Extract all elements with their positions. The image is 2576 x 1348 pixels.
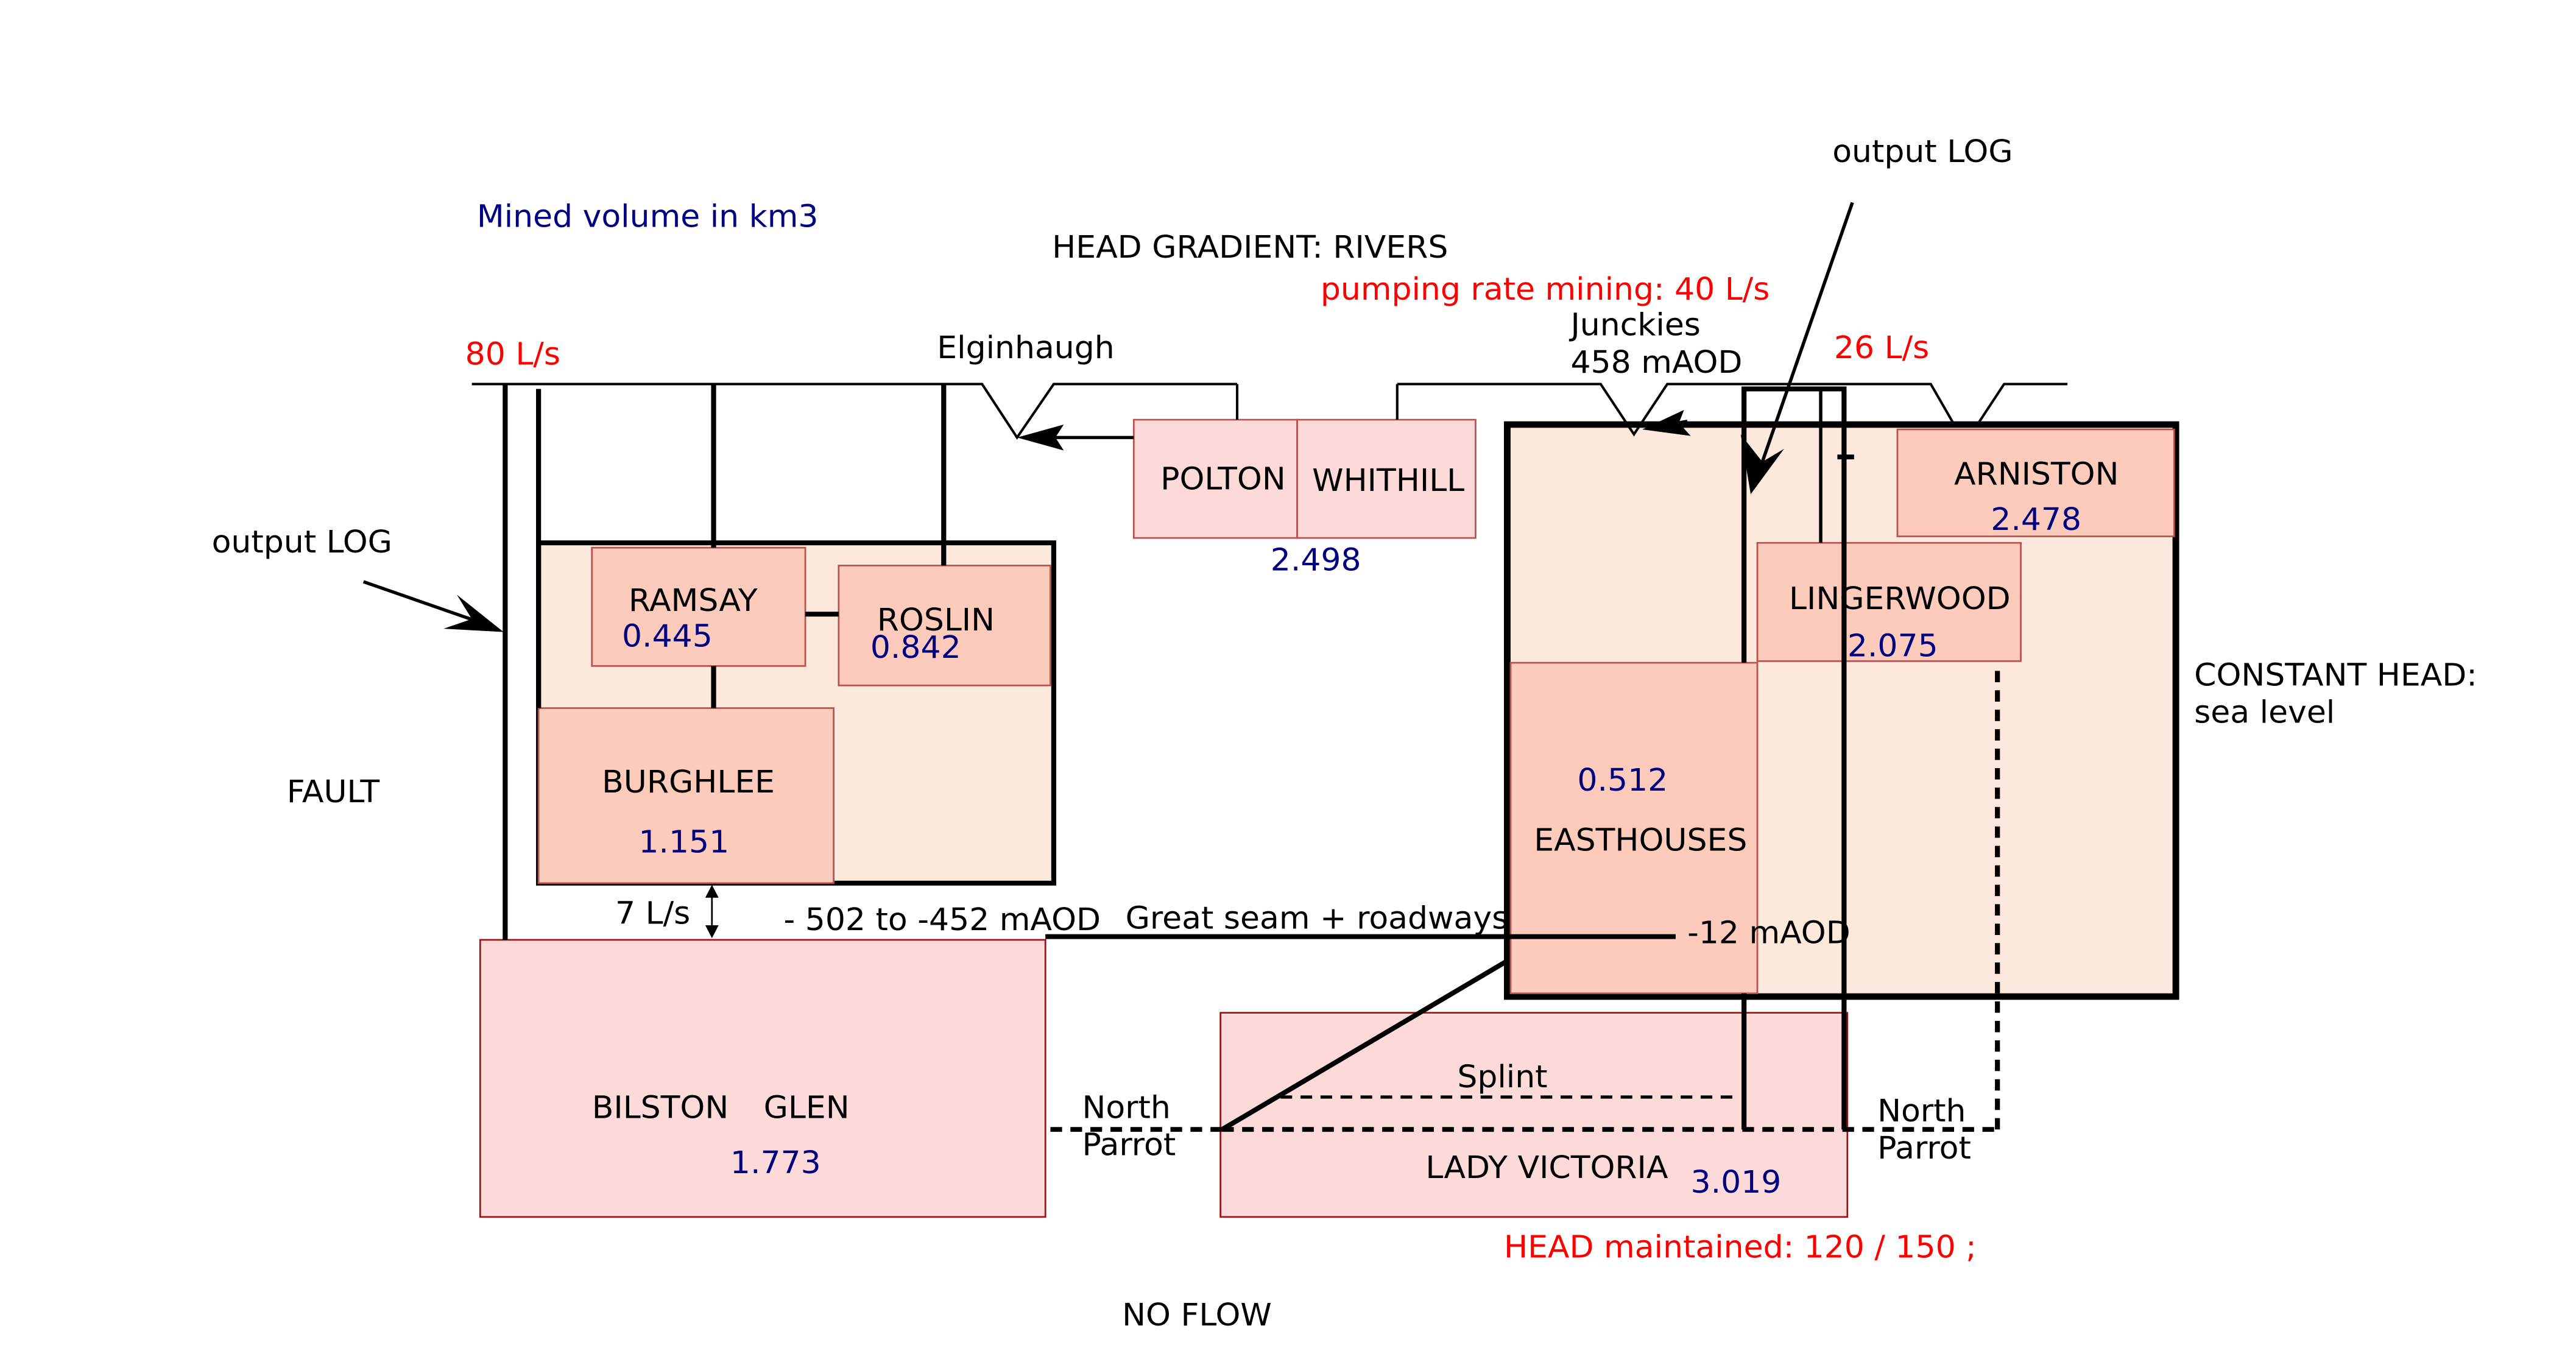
elginhaugh-label: Elginhaugh (937, 330, 1114, 366)
polton-outflow-arrowhead (1017, 424, 1064, 451)
north-parrot-left-1: North (1082, 1090, 1170, 1126)
constant-head-label: CONSTANT HEAD: (2194, 657, 2477, 693)
head-gradient-label: HEAD GRADIENT: RIVERS (1052, 230, 1448, 266)
ramsay-box (591, 546, 806, 667)
output-log-top-arrowhead (1740, 434, 1784, 495)
bilston-label-2: GLEN (764, 1090, 850, 1126)
output-log-top-label: output LOG (1832, 134, 2013, 170)
polton-label: POLTON (1160, 461, 1286, 497)
no-flow-label: NO FLOW (1122, 1297, 1272, 1333)
great-seam-label: Great seam + roadways (1126, 900, 1509, 936)
output-log-left-arrowhead (443, 595, 504, 632)
bilston-arrowhead-up (705, 884, 719, 898)
easthouses-level-label: -12 mAOD (1687, 915, 1851, 951)
lingerwood-volume: 2.075 (1847, 628, 1938, 664)
easthouses-label: EASTHOUSES (1534, 822, 1747, 858)
left-flow-rate: 80 L/s (465, 336, 560, 372)
polton-whithill-volume: 2.498 (1271, 542, 1361, 578)
bilston-label-1: BILSTON (592, 1090, 729, 1126)
north-parrot-right-1: North (1877, 1093, 1966, 1129)
arniston-box (1896, 428, 2175, 537)
junckies-inflow-arrowhead (1642, 410, 1691, 436)
output-log-left-arrow (362, 580, 476, 623)
roslin-volume: 0.842 (870, 630, 961, 666)
easthouses-volume: 0.512 (1577, 763, 1668, 799)
right-flow-rate: 26 L/s (1834, 330, 1929, 366)
junckies-label: Junckies (1569, 307, 1701, 343)
roslin-label: ROSLIN (877, 602, 995, 638)
seam-diagonal (1221, 959, 1509, 1132)
burghlee-volume: 1.151 (638, 824, 729, 860)
whithill-label: WHITHILL (1312, 463, 1464, 499)
bilston-flow-label: 7 L/s (615, 895, 690, 931)
pumping-rate-label: pumping rate mining: 40 L/s (1321, 272, 1770, 308)
arniston-label: ARNISTON (1954, 456, 2119, 492)
output-log-left-label: output LOG (212, 524, 392, 560)
lingerwood-label: LINGERWOOD (1789, 581, 2011, 617)
fault-label: FAULT (287, 774, 380, 810)
north-parrot-right-2: Parrot (1877, 1131, 1971, 1166)
ramsay-volume: 0.445 (622, 618, 713, 654)
arniston-volume: 2.478 (1991, 502, 2081, 538)
junckies-shaft-loop (1741, 386, 1847, 1130)
head-maintained-label: HEAD maintained: 120 / 150 ; (1504, 1229, 1977, 1265)
output-log-top-arrow (1760, 202, 1854, 463)
burghlee-label: BURGHLEE (602, 764, 775, 800)
ramsay-label: RAMSAY (629, 583, 758, 619)
junckies-level-label: 458 mAOD (1570, 345, 1742, 381)
lady-victoria-volume: 3.019 (1691, 1165, 1782, 1201)
lady-victoria-label: LADY VICTORIA (1425, 1150, 1668, 1186)
bilston-glen-box (479, 939, 1046, 1218)
mined-volume-note: Mined volume in km3 (477, 199, 819, 235)
burghlee-box (537, 707, 835, 884)
sea-level-label: sea level (2194, 694, 2335, 730)
lingerwood-box (1756, 542, 2022, 662)
bilston-arrowhead-down (705, 925, 719, 939)
depth-range-label: - 502 to -452 mAOD (783, 902, 1101, 938)
north-parrot-left-2: Parrot (1082, 1127, 1176, 1163)
river-line-left (471, 383, 1238, 440)
bilston-volume: 1.773 (730, 1145, 821, 1181)
splint-label: Splint (1457, 1059, 1547, 1095)
whithill-box (1296, 418, 1477, 539)
river-line-right (1397, 383, 2068, 437)
